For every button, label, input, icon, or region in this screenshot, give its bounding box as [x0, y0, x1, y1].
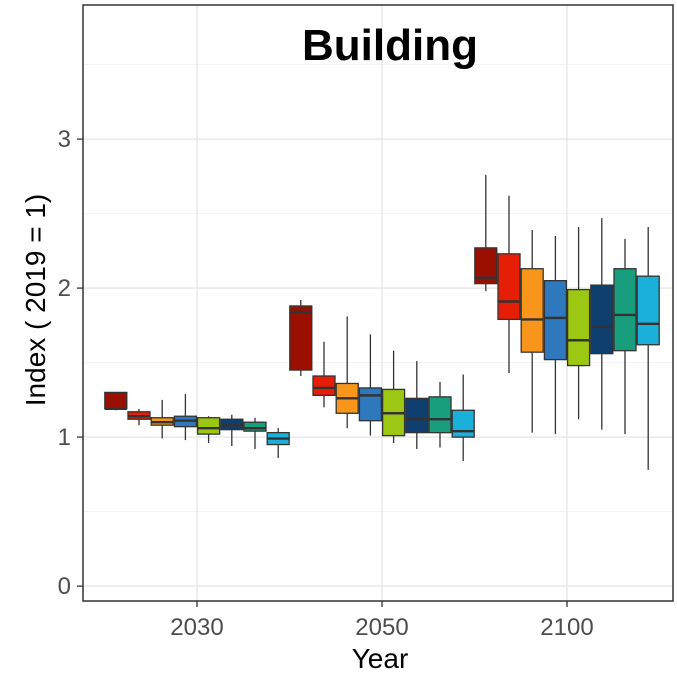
box-body	[636, 275, 660, 346]
y-tick-label: 2	[58, 275, 71, 302]
box-body	[104, 391, 128, 410]
box-body	[428, 396, 452, 434]
box-2100-8	[636, 227, 660, 470]
box-2100-6	[590, 218, 614, 430]
box-body	[312, 375, 336, 397]
box-body	[289, 305, 313, 371]
box-2100-4	[543, 235, 568, 435]
box-body	[520, 268, 544, 353]
box-body	[590, 284, 614, 355]
box-2100-5	[566, 227, 591, 420]
box-2050-2	[312, 341, 336, 408]
box-body	[243, 421, 267, 432]
y-tick-label: 0	[58, 573, 71, 600]
box-body	[613, 268, 637, 352]
box-2030-4	[173, 393, 198, 441]
box-body	[451, 409, 475, 438]
box-2050-5	[381, 350, 406, 444]
box-2050-3	[335, 316, 359, 429]
box-2030-3	[150, 399, 174, 439]
box-2030-1	[104, 391, 128, 411]
box-body	[196, 417, 221, 435]
box-2100-7	[613, 238, 637, 435]
box-2100-1	[474, 174, 498, 292]
x-tick-label: 2050	[355, 614, 408, 641]
gridlines	[83, 5, 673, 601]
box-2030-6	[220, 414, 244, 447]
box-2100-3	[520, 229, 544, 433]
box-body	[497, 253, 521, 321]
box-2030-8	[266, 428, 290, 458]
box-layer	[104, 174, 660, 470]
box-2030-2	[127, 408, 151, 426]
box-body	[358, 387, 383, 422]
box-2100-2	[497, 195, 521, 374]
box-body	[405, 397, 429, 434]
box-body	[543, 279, 568, 361]
panel-border	[82, 4, 674, 602]
box-2030-5	[196, 416, 221, 444]
x-tick-label: 2100	[540, 614, 593, 641]
box-body	[566, 288, 591, 367]
y-axis-title: Index ( 2019 = 1)	[20, 194, 51, 406]
y-tick-label: 1	[58, 424, 71, 451]
box-2050-1	[289, 300, 313, 377]
x-axis-title: Year	[352, 643, 409, 674]
box-2030-7	[243, 417, 267, 450]
box-2050-7	[428, 381, 452, 448]
chart-title: Building	[302, 21, 478, 70]
x-axis-ticks: 2030 2050 2100	[170, 601, 594, 641]
box-2050-4	[358, 334, 383, 436]
y-axis-ticks: 0 1 2 3	[58, 126, 83, 600]
box-2050-8	[451, 374, 475, 461]
y-tick-label: 3	[58, 126, 71, 153]
box-body	[474, 247, 498, 285]
box-2050-6	[405, 361, 429, 450]
x-tick-label: 2030	[170, 614, 223, 641]
